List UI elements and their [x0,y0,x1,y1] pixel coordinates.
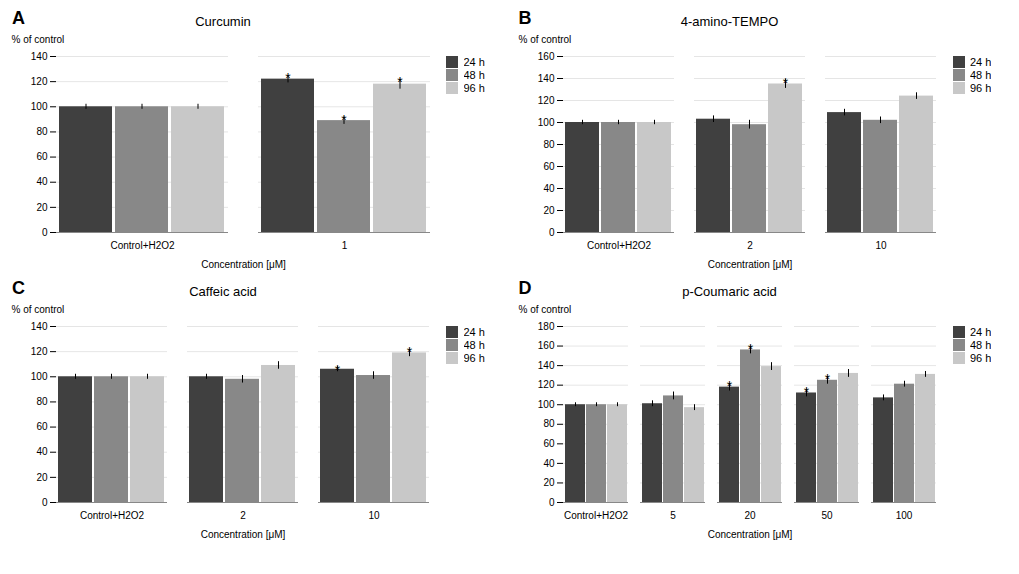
svg-text:100: 100 [895,510,912,521]
svg-text:*: * [397,74,403,90]
html-text:4-amino-TEMPO: 4-amino-TEMPO [680,14,779,29]
svg-text:% of control: % of control [518,304,571,315]
html-text:A: A [12,8,25,28]
svg-text:120: 120 [537,379,554,390]
html-text:48 h: 48 h [463,69,485,81]
svg-text:60: 60 [543,161,555,172]
html-text:24 h: 24 h [463,326,485,338]
svg-text:60: 60 [36,151,48,162]
svg-text:*: * [747,341,753,357]
html-text:24 h: 24 h [463,56,485,68]
svg-text:1: 1 [342,240,348,251]
html-text:C: C [12,278,25,298]
svg-text:120: 120 [31,346,48,357]
svg-text:100: 100 [537,117,554,128]
svg-text:100: 100 [537,399,554,410]
html-text:96 h: 96 h [463,82,485,94]
svg-text:0: 0 [42,227,48,238]
svg-text:50: 50 [821,510,833,521]
svg-text:120: 120 [31,76,48,87]
svg-text:Control+H2O2: Control+H2O2 [80,510,145,521]
svg-text:*: * [285,70,291,86]
html-text:96 h: 96 h [463,352,485,364]
html-text:96 h: 96 h [970,352,992,364]
svg-text:0: 0 [42,497,48,508]
html-text:96 h: 96 h [970,82,992,94]
svg-text:40: 40 [36,446,48,457]
html-text:48 h: 48 h [970,69,992,81]
html-text:D: D [518,278,532,298]
svg-text:140: 140 [537,360,554,371]
svg-text:160: 160 [537,51,554,62]
svg-text:Concentration [μM]: Concentration [μM] [201,529,286,540]
svg-text:Control+H2O2: Control+H2O2 [586,240,651,251]
svg-text:2: 2 [747,240,753,251]
svg-text:*: * [726,378,732,394]
html-text:24 h: 24 h [970,326,992,338]
svg-text:60: 60 [36,421,48,432]
html-text:24 h: 24 h [970,56,992,68]
svg-text:140: 140 [31,321,48,332]
svg-text:Control+H2O2: Control+H2O2 [110,240,175,251]
svg-text:Concentration [μM]: Concentration [μM] [201,259,286,270]
svg-text:Concentration [μM]: Concentration [μM] [707,529,792,540]
svg-text:*: * [335,362,341,378]
svg-text:20: 20 [36,202,48,213]
html-text:48 h: 48 h [463,339,485,351]
svg-text:20: 20 [543,205,555,216]
svg-text:20: 20 [744,510,756,521]
html-text:48 h: 48 h [970,339,992,351]
html-text:B: B [518,8,532,28]
svg-text:40: 40 [36,176,48,187]
svg-text:*: * [341,112,347,128]
svg-text:60: 60 [543,438,555,449]
svg-text:80: 80 [543,139,555,150]
svg-text:5: 5 [670,510,676,521]
svg-text:40: 40 [543,183,555,194]
html-text:Caffeic acid: Caffeic acid [189,284,257,299]
svg-text:*: * [407,344,413,360]
svg-text:140: 140 [537,73,554,84]
svg-text:80: 80 [36,396,48,407]
svg-text:10: 10 [368,510,380,521]
svg-text:2: 2 [240,510,246,521]
svg-text:40: 40 [543,458,555,469]
svg-text:20: 20 [36,472,48,483]
svg-text:0: 0 [548,227,554,238]
svg-text:180: 180 [537,321,554,332]
html-text:Curcumin: Curcumin [195,14,251,29]
svg-text:*: * [803,384,809,400]
svg-text:0: 0 [548,497,554,508]
svg-text:160: 160 [537,340,554,351]
html-text:p-Coumaric acid: p-Coumaric acid [682,284,777,299]
svg-text:% of control: % of control [12,304,65,315]
svg-text:*: * [824,371,830,387]
svg-text:140: 140 [31,51,48,62]
svg-text:Concentration [μM]: Concentration [μM] [707,259,792,270]
svg-text:Control+H2O2: Control+H2O2 [563,510,628,521]
svg-text:20: 20 [543,477,555,488]
svg-text:80: 80 [543,418,555,429]
svg-text:100: 100 [31,101,48,112]
svg-text:% of control: % of control [12,34,65,45]
svg-text:10: 10 [875,240,887,251]
svg-text:80: 80 [36,126,48,137]
svg-text:120: 120 [537,95,554,106]
svg-text:*: * [782,75,788,91]
svg-text:% of control: % of control [518,34,571,45]
svg-text:100: 100 [31,371,48,382]
